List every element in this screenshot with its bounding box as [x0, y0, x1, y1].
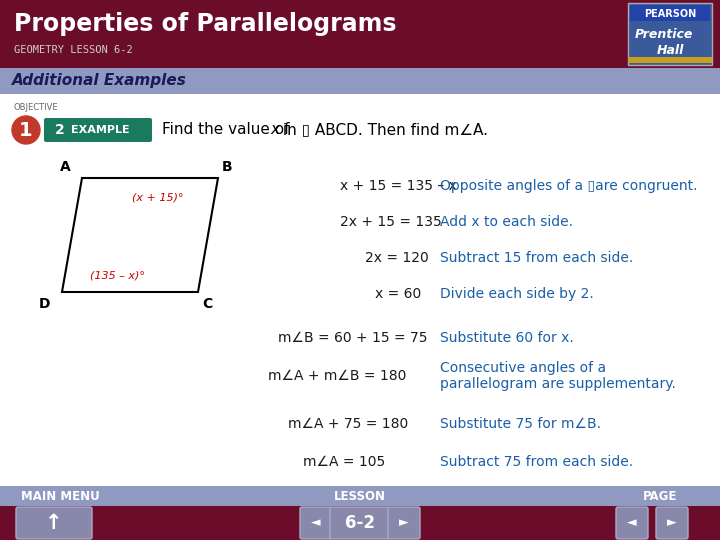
Text: LESSON: LESSON [334, 489, 386, 503]
Text: 6-2: 6-2 [345, 514, 375, 532]
Text: PEARSON: PEARSON [644, 9, 696, 19]
Text: B: B [222, 160, 233, 174]
Text: Properties of Parallelograms: Properties of Parallelograms [14, 12, 397, 36]
Text: (135 – x)°: (135 – x)° [91, 271, 145, 281]
FancyBboxPatch shape [388, 507, 420, 539]
Text: ↑: ↑ [45, 513, 63, 533]
Text: Find the value of: Find the value of [162, 123, 294, 138]
Text: Substitute 60 for x.: Substitute 60 for x. [440, 331, 574, 345]
Text: A: A [60, 160, 71, 174]
Text: Add x to each side.: Add x to each side. [440, 215, 573, 229]
FancyBboxPatch shape [616, 507, 648, 539]
Text: m∠A = 105: m∠A = 105 [303, 455, 385, 469]
FancyBboxPatch shape [0, 0, 720, 68]
Text: GEOMETRY LESSON 6-2: GEOMETRY LESSON 6-2 [14, 45, 132, 55]
Text: Prentice: Prentice [635, 28, 693, 40]
Text: ◄: ◄ [311, 516, 321, 530]
Text: EXAMPLE: EXAMPLE [71, 125, 130, 135]
Text: Divide each side by 2.: Divide each side by 2. [440, 287, 594, 301]
FancyBboxPatch shape [630, 5, 710, 21]
FancyBboxPatch shape [16, 507, 92, 539]
Text: Subtract 75 from each side.: Subtract 75 from each side. [440, 455, 633, 469]
Text: 2x + 15 = 135: 2x + 15 = 135 [340, 215, 442, 229]
Text: Subtract 15 from each side.: Subtract 15 from each side. [440, 251, 634, 265]
FancyBboxPatch shape [0, 486, 720, 506]
FancyBboxPatch shape [0, 94, 720, 486]
FancyBboxPatch shape [628, 57, 712, 63]
Text: Additional Examples: Additional Examples [12, 73, 187, 89]
Text: x + 15 = 135 – x: x + 15 = 135 – x [340, 179, 457, 193]
Text: Opposite angles of a ▯are congruent.: Opposite angles of a ▯are congruent. [440, 179, 698, 193]
Text: OBJECTIVE: OBJECTIVE [14, 104, 58, 112]
Text: m∠A + m∠B = 180: m∠A + m∠B = 180 [268, 369, 406, 383]
FancyBboxPatch shape [330, 507, 390, 539]
Text: (x + 15)°: (x + 15)° [132, 193, 184, 203]
Text: in ▯ ABCD. Then find m∠A.: in ▯ ABCD. Then find m∠A. [278, 123, 488, 138]
Text: 1: 1 [19, 120, 33, 139]
Text: PAGE: PAGE [643, 489, 678, 503]
FancyBboxPatch shape [300, 507, 332, 539]
Text: Substitute 75 for m∠B.: Substitute 75 for m∠B. [440, 417, 601, 431]
FancyBboxPatch shape [0, 68, 720, 94]
Text: MAIN MENU: MAIN MENU [21, 489, 99, 503]
Text: D: D [38, 297, 50, 311]
Text: m∠B = 60 + 15 = 75: m∠B = 60 + 15 = 75 [278, 331, 428, 345]
FancyBboxPatch shape [628, 3, 712, 65]
Text: C: C [202, 297, 212, 311]
Text: m∠A + 75 = 180: m∠A + 75 = 180 [288, 417, 408, 431]
Text: ►: ► [399, 516, 409, 530]
FancyBboxPatch shape [44, 118, 152, 142]
Text: Consecutive angles of a
parallelogram are supplementary.: Consecutive angles of a parallelogram ar… [440, 361, 676, 391]
FancyBboxPatch shape [656, 507, 688, 539]
Text: x: x [270, 123, 279, 138]
FancyBboxPatch shape [0, 506, 720, 540]
Circle shape [12, 116, 40, 144]
Text: ►: ► [667, 516, 677, 530]
Text: 2x = 120: 2x = 120 [365, 251, 428, 265]
Text: ◄: ◄ [627, 516, 636, 530]
Text: x = 60: x = 60 [375, 287, 421, 301]
Text: Hall: Hall [657, 44, 684, 57]
Text: 2: 2 [55, 123, 65, 137]
